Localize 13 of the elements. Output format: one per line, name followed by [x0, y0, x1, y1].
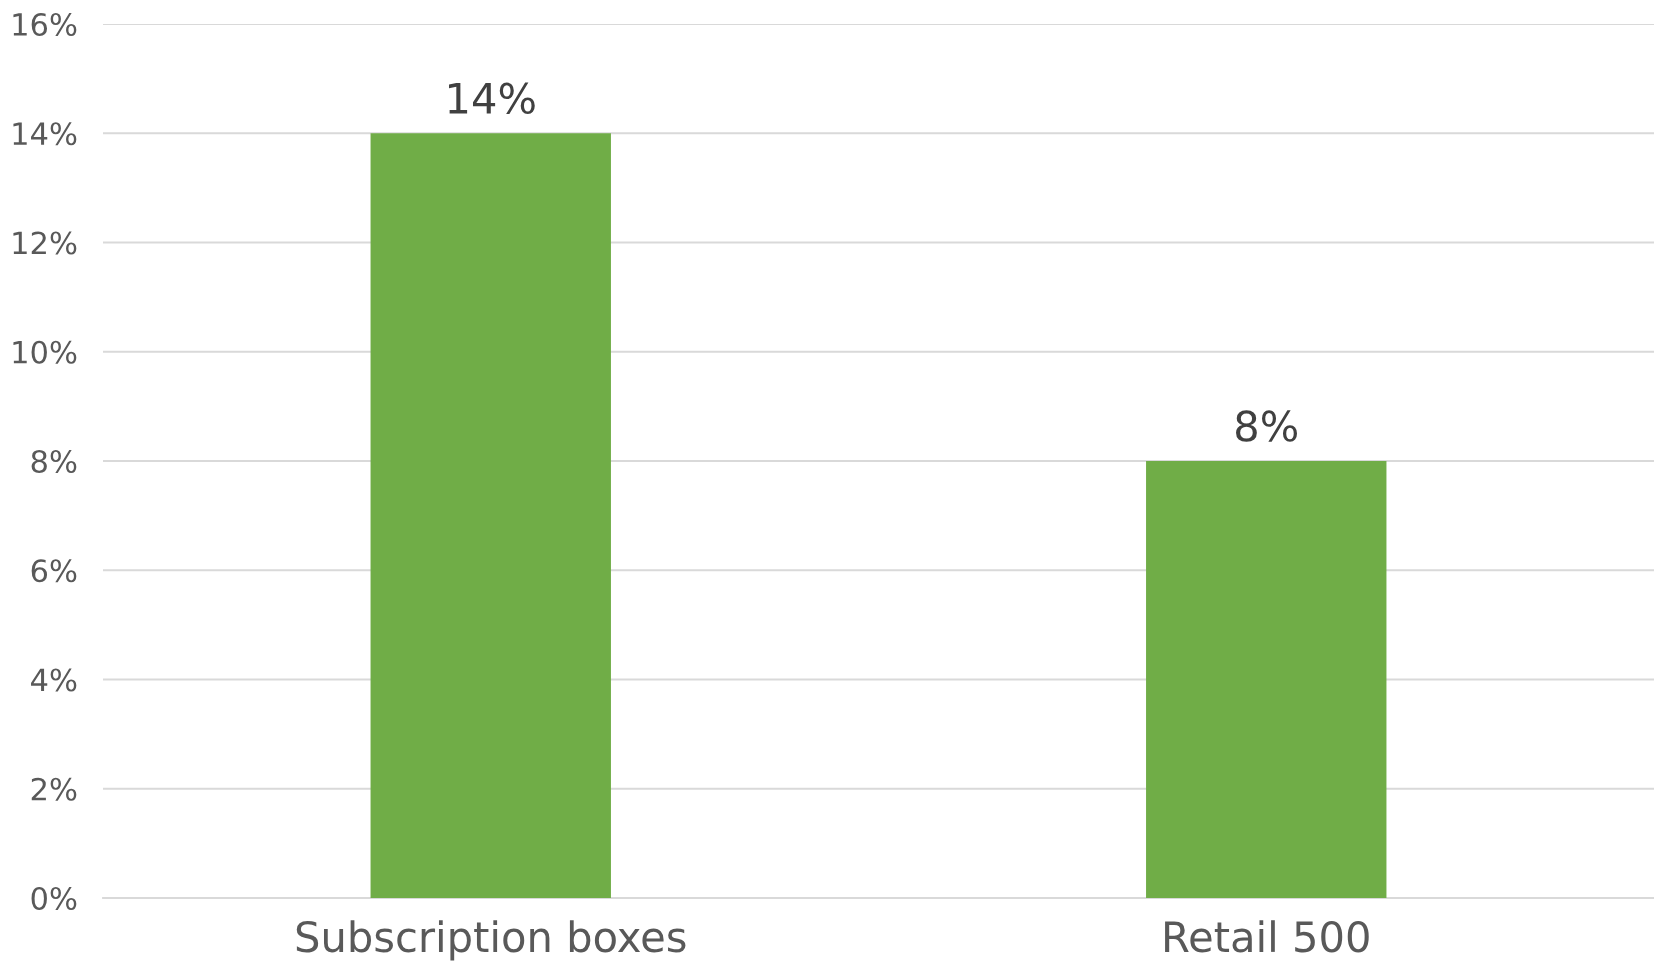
y-tick-label: 16% — [13, 12, 77, 37]
y-tick-label: 8% — [31, 449, 77, 474]
y-tick-label: 10% — [13, 340, 77, 364]
x-tick-label: Retail 500 — [1165, 920, 1369, 953]
data-label: 14% — [449, 82, 535, 115]
y-tick-label: 6% — [31, 559, 77, 583]
x-tick-label: Subscription boxes — [296, 920, 686, 961]
data-label: 8% — [1236, 410, 1297, 442]
y-tick-label: 12% — [13, 231, 77, 255]
y-tick-label: 2% — [31, 777, 77, 801]
y-tick-label: 4% — [31, 668, 77, 692]
y-tick-label: 0% — [31, 886, 77, 911]
y-tick-label: 14% — [13, 122, 77, 146]
